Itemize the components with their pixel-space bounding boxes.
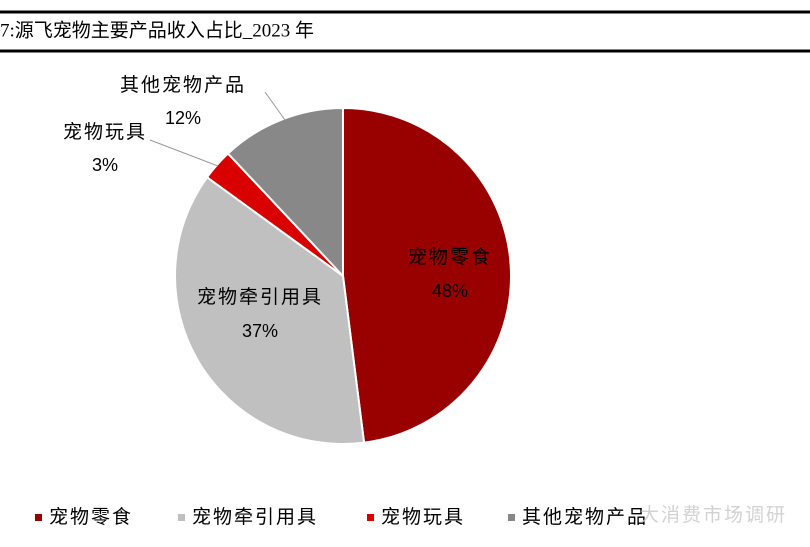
legend-swatch — [35, 514, 42, 521]
watermark: 大消费市场调研 — [640, 504, 787, 526]
legend-swatch — [508, 514, 515, 521]
slice-category-label: 宠物玩具 — [63, 121, 147, 143]
leader-line — [264, 91, 286, 121]
pie-slice — [226, 106, 344, 279]
slice-value-label: 3% — [92, 155, 118, 175]
chart-title: 7:源飞宠物主要产品收入占比_2023 年 — [0, 19, 314, 41]
pie-slice — [342, 106, 512, 444]
legend-label: 宠物牵引用具 — [192, 506, 318, 528]
slice-category-label: 宠物零食 — [408, 246, 492, 268]
leader-line — [149, 139, 219, 167]
pie-slice — [174, 175, 366, 445]
labels: 宠物零食 48% 宠物牵引用具 37% 宠物玩具 3% 其他宠物产品 12% — [63, 74, 492, 341]
legend-label: 宠物玩具 — [381, 506, 465, 528]
legend-swatch — [178, 514, 185, 521]
slice-category-label: 宠物牵引用具 — [197, 286, 323, 308]
slice-value-label: 12% — [165, 108, 201, 128]
legend-label: 宠物零食 — [49, 506, 133, 528]
slice-category-label: 其他宠物产品 — [120, 74, 246, 96]
legend: 宠物零食 宠物牵引用具 宠物玩具 其他宠物产品 — [35, 506, 648, 528]
slice-value-label: 37% — [242, 321, 278, 341]
legend-swatch — [367, 514, 374, 521]
pie — [174, 106, 512, 445]
legend-label: 其他宠物产品 — [522, 506, 648, 528]
slice-value-label: 48% — [432, 281, 468, 301]
